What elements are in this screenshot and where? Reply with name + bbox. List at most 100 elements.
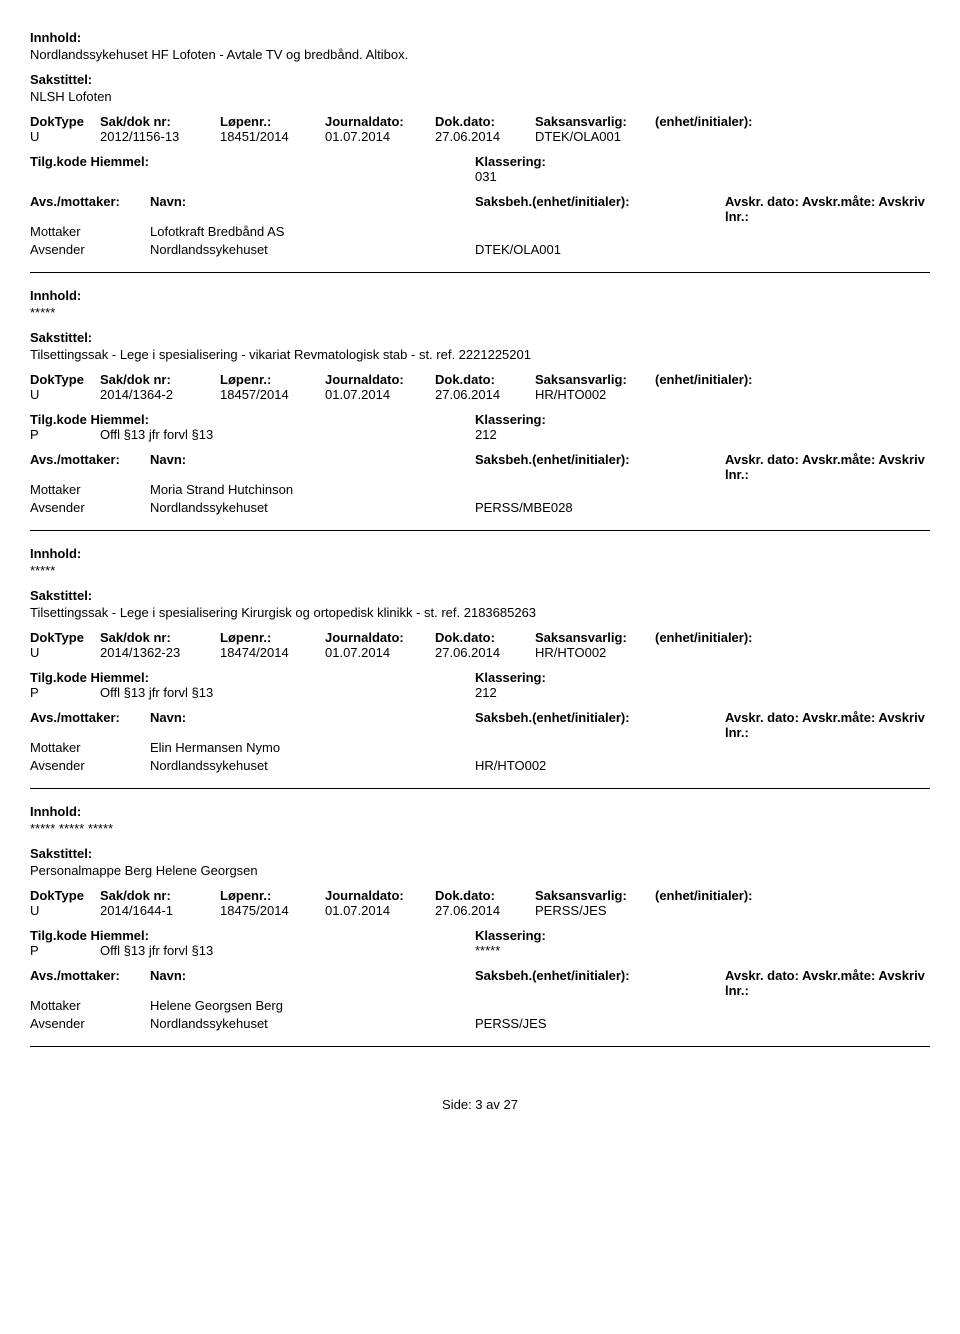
- saksbeh-value: PERSS/JES: [475, 1016, 725, 1031]
- saksbeh-value: PERSS/MBE028: [475, 500, 725, 515]
- journaldato-value: 01.07.2014: [325, 129, 435, 144]
- journal-record: Innhold: ***** Sakstittel: Tilsettingssa…: [30, 546, 930, 773]
- sakstittel-value: NLSH Lofoten: [30, 89, 930, 104]
- record-value-row: U 2014/1362-23 18474/2014 01.07.2014 27.…: [30, 645, 930, 660]
- page-footer: Side: 3 av 27: [30, 1097, 930, 1112]
- avsmottaker-label: Avs./mottaker:: [30, 710, 150, 740]
- sakstittel-label: Sakstittel:: [30, 72, 930, 87]
- hiemmel-value: [100, 169, 475, 184]
- lopenr-value: 18474/2014: [220, 645, 325, 660]
- sakstittel-value: Tilsettingssak - Lege i spesialisering -…: [30, 347, 930, 362]
- record-divider: [30, 1046, 930, 1047]
- lopenr-value: 18457/2014: [220, 387, 325, 402]
- dokdato-value: 27.06.2014: [435, 129, 535, 144]
- avsender-value: Nordlandssykehuset: [150, 758, 475, 773]
- saksansvarlig-value: HR/HTO002: [535, 387, 655, 402]
- innhold-label: Innhold:: [30, 30, 930, 45]
- tilgkode-label: Tilg.kode: [30, 412, 87, 427]
- innhold-value: Nordlandssykehuset HF Lofoten - Avtale T…: [30, 47, 930, 62]
- sakdok-header: Sak/dok nr:: [100, 888, 220, 903]
- lopenr-header: Løpenr.:: [220, 630, 325, 645]
- sakdok-value: 2014/1362-23: [100, 645, 220, 660]
- tilg-value-row: P Offl §13 jfr forvl §13 212: [30, 427, 930, 442]
- avsender-row: Avsender Nordlandssykehuset PERSS/MBE028: [30, 500, 930, 515]
- klassering-value: 031: [475, 169, 595, 184]
- innhold-value: *****: [30, 563, 930, 578]
- enhet-value: [655, 387, 795, 402]
- tilgkode-label: Tilg.kode: [30, 154, 87, 169]
- avs-header-row: Avs./mottaker: Navn: Saksbeh.(enhet/init…: [30, 710, 930, 740]
- sakstittel-value: Personalmappe Berg Helene Georgsen: [30, 863, 930, 878]
- saksbeh-label: Saksbeh.(enhet/initialer):: [475, 968, 725, 998]
- record-header-row: DokType Sak/dok nr: Løpenr.: Journaldato…: [30, 630, 930, 645]
- innhold-label: Innhold:: [30, 804, 930, 819]
- avsender-label: Avsender: [30, 758, 150, 773]
- tilgkode-value: P: [30, 427, 100, 442]
- mottaker-label: Mottaker: [30, 998, 150, 1013]
- tilg-header-row: Tilg.kode Hiemmel: Klassering:: [30, 154, 930, 169]
- doktype-value: U: [30, 903, 100, 918]
- sakdok-header: Sak/dok nr:: [100, 114, 220, 129]
- tilg-header-row: Tilg.kode Hiemmel: Klassering:: [30, 928, 930, 943]
- saksbeh-value: HR/HTO002: [475, 758, 725, 773]
- tilgkode-value: P: [30, 943, 100, 958]
- record-divider: [30, 272, 930, 273]
- navn-label: Navn:: [150, 452, 475, 482]
- avsender-row: Avsender Nordlandssykehuset PERSS/JES: [30, 1016, 930, 1031]
- doktype-header: DokType: [30, 630, 100, 645]
- avsender-label: Avsender: [30, 500, 150, 515]
- avs-header-row: Avs./mottaker: Navn: Saksbeh.(enhet/init…: [30, 452, 930, 482]
- mottaker-value: Helene Georgsen Berg: [150, 998, 475, 1013]
- avskr-label: Avskr. dato: Avskr.måte: Avskriv lnr.:: [725, 968, 925, 998]
- klassering-value: 212: [475, 427, 595, 442]
- saksansvarlig-header: Saksansvarlig:: [535, 372, 655, 387]
- avsender-label: Avsender: [30, 242, 150, 257]
- sakdok-value: 2014/1644-1: [100, 903, 220, 918]
- record-header-row: DokType Sak/dok nr: Løpenr.: Journaldato…: [30, 372, 930, 387]
- journaldato-header: Journaldato:: [325, 888, 435, 903]
- dokdato-value: 27.06.2014: [435, 645, 535, 660]
- avsmottaker-label: Avs./mottaker:: [30, 968, 150, 998]
- tilg-value-row: P Offl §13 jfr forvl §13 *****: [30, 943, 930, 958]
- saksbeh-label: Saksbeh.(enhet/initialer):: [475, 194, 725, 224]
- record-divider: [30, 788, 930, 789]
- saksansvarlig-header: Saksansvarlig:: [535, 888, 655, 903]
- avskr-label: Avskr. dato: Avskr.måte: Avskriv lnr.:: [725, 194, 925, 224]
- innhold-value: *****: [30, 305, 930, 320]
- mottaker-value: Elin Hermansen Nymo: [150, 740, 475, 755]
- avsender-label: Avsender: [30, 1016, 150, 1031]
- tilg-value-row: P Offl §13 jfr forvl §13 212: [30, 685, 930, 700]
- enhet-value: [655, 645, 795, 660]
- navn-label: Navn:: [150, 710, 475, 740]
- journaldato-value: 01.07.2014: [325, 645, 435, 660]
- record-value-row: U 2012/1156-13 18451/2014 01.07.2014 27.…: [30, 129, 930, 144]
- dokdato-header: Dok.dato:: [435, 372, 535, 387]
- sakstittel-value: Tilsettingssak - Lege i spesialisering K…: [30, 605, 930, 620]
- klassering-label: Klassering:: [475, 412, 595, 427]
- lopenr-header: Løpenr.:: [220, 888, 325, 903]
- doktype-value: U: [30, 387, 100, 402]
- sakstittel-label: Sakstittel:: [30, 846, 930, 861]
- lopenr-header: Løpenr.:: [220, 372, 325, 387]
- avskr-label: Avskr. dato: Avskr.måte: Avskriv lnr.:: [725, 452, 925, 482]
- avskr-label: Avskr. dato: Avskr.måte: Avskriv lnr.:: [725, 710, 925, 740]
- enhet-header: (enhet/initialer):: [655, 372, 795, 387]
- sakdok-header: Sak/dok nr:: [100, 630, 220, 645]
- avsender-value: Nordlandssykehuset: [150, 242, 475, 257]
- hiemmel-label: Hiemmel:: [90, 928, 149, 943]
- record-divider: [30, 530, 930, 531]
- mottaker-label: Mottaker: [30, 224, 150, 239]
- tilg-header-row: Tilg.kode Hiemmel: Klassering:: [30, 670, 930, 685]
- sakdok-value: 2012/1156-13: [100, 129, 220, 144]
- saksbeh-label: Saksbeh.(enhet/initialer):: [475, 710, 725, 740]
- record-value-row: U 2014/1364-2 18457/2014 01.07.2014 27.0…: [30, 387, 930, 402]
- navn-label: Navn:: [150, 968, 475, 998]
- dokdato-value: 27.06.2014: [435, 387, 535, 402]
- innhold-label: Innhold:: [30, 546, 930, 561]
- saksansvarlig-header: Saksansvarlig:: [535, 114, 655, 129]
- journaldato-value: 01.07.2014: [325, 387, 435, 402]
- saksansvarlig-value: PERSS/JES: [535, 903, 655, 918]
- klassering-label: Klassering:: [475, 670, 595, 685]
- lopenr-header: Løpenr.:: [220, 114, 325, 129]
- avsender-value: Nordlandssykehuset: [150, 1016, 475, 1031]
